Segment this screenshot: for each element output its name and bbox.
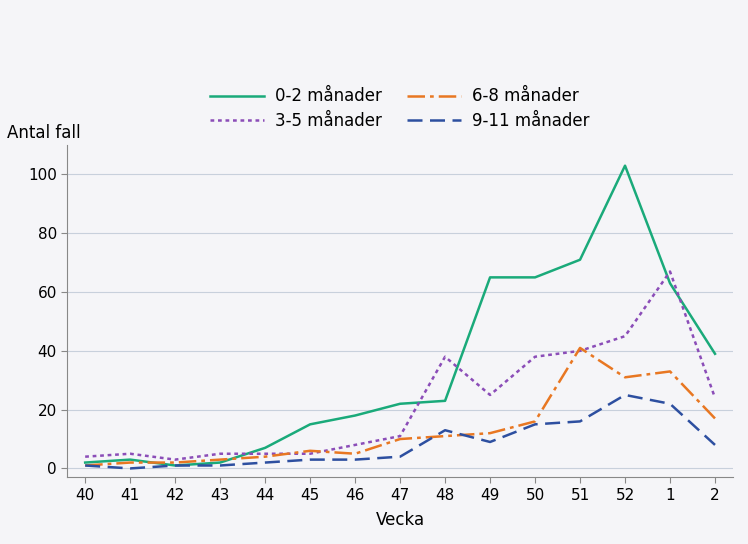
X-axis label: Vecka: Vecka <box>375 511 425 529</box>
Text: Antal fall: Antal fall <box>7 124 81 142</box>
Legend: 0-2 månader, 3-5 månader, 6-8 månader, 9-11 månader: 0-2 månader, 3-5 månader, 6-8 månader, 9… <box>210 88 589 130</box>
